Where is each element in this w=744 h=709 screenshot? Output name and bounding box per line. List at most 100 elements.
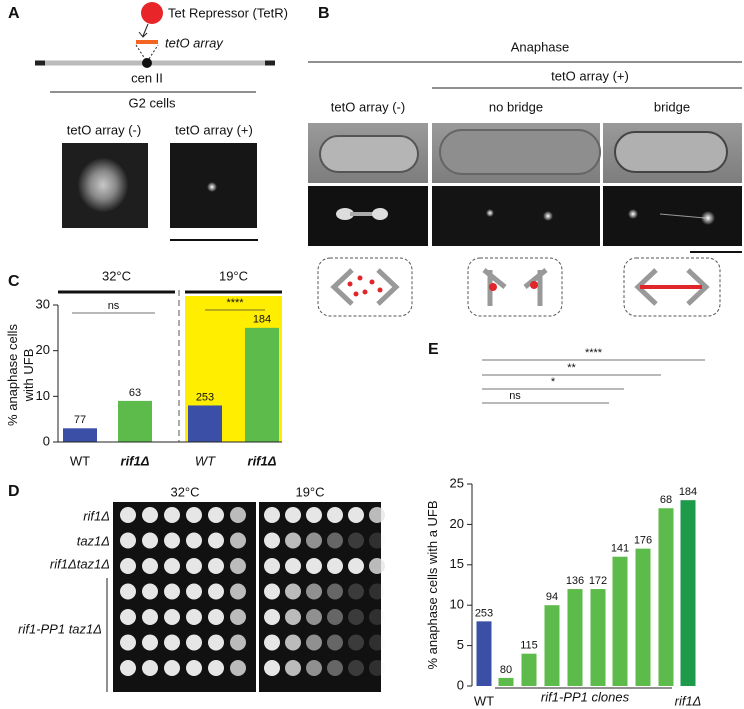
x-tick-label: WT: [474, 693, 494, 708]
spot: [186, 532, 202, 549]
y-tick-label: 20: [450, 516, 464, 531]
bar: [521, 653, 537, 686]
bar: [476, 621, 492, 686]
panel-label: C: [8, 273, 20, 290]
spot: [230, 532, 246, 549]
count-label: 184: [253, 314, 271, 326]
nucleus: [77, 157, 129, 213]
spot: [285, 609, 301, 625]
spot: [285, 532, 301, 549]
spot: [164, 532, 180, 549]
x-tick-label: rif1Δ: [675, 693, 702, 708]
arrow: [138, 23, 149, 38]
spot: [230, 634, 246, 651]
label: Tet Repressor (TetR): [168, 5, 288, 20]
count-label: 80: [500, 664, 512, 676]
spot: [327, 609, 343, 625]
plate: [113, 502, 256, 692]
spot: [369, 634, 385, 651]
strain-label: rif1Δtaz1Δ: [50, 556, 110, 571]
label: tetO array: [165, 35, 224, 50]
spot: [120, 609, 136, 625]
spot: [142, 558, 158, 574]
y-tick-label: 30: [36, 296, 50, 311]
spot: [285, 634, 301, 651]
spot: [306, 634, 322, 651]
spot: [120, 507, 136, 523]
count-label: 94: [546, 591, 558, 603]
spot: [164, 660, 180, 676]
y-tick-label: 5: [457, 637, 464, 652]
panel-label: B: [318, 5, 330, 22]
panel-b: Anaphase tetO array (+) tetO array (-) n…: [308, 39, 742, 317]
bar: [635, 548, 651, 686]
spot: [230, 583, 246, 600]
spot: [348, 558, 364, 574]
spot: [142, 583, 158, 600]
count-label: 176: [634, 535, 652, 547]
spot: [164, 609, 180, 625]
y-tick-label: 15: [450, 556, 464, 571]
spot: [208, 609, 224, 625]
spot: [264, 558, 280, 574]
count-label: 253: [196, 391, 214, 403]
spot: [306, 583, 322, 600]
count-label: 172: [589, 575, 607, 587]
spot: [264, 583, 280, 600]
count-label: 253: [475, 607, 493, 619]
panel-label: E: [428, 341, 439, 358]
count-label: 63: [129, 387, 141, 399]
spot: [207, 182, 217, 192]
x-tick-label: WT: [195, 453, 216, 468]
spot: [120, 634, 136, 651]
plate: [259, 502, 381, 692]
spot: [208, 660, 224, 676]
image: [432, 186, 600, 246]
label: tetO array (-): [67, 122, 141, 137]
spot: [208, 507, 224, 523]
x-tick-label: rif1Δ: [121, 453, 150, 468]
cell: [614, 131, 728, 173]
panel-label: A: [8, 5, 20, 22]
label: bridge: [654, 99, 690, 114]
image: [603, 186, 742, 246]
count-label: 68: [660, 494, 672, 506]
spot: [369, 532, 385, 549]
y-tick-label: 25: [450, 475, 464, 490]
spot: [208, 532, 224, 549]
spot: [186, 558, 202, 574]
signal: [336, 208, 354, 220]
y-axis-label: % anaphase cells with a UFB: [425, 500, 440, 669]
cartoon-frame: [317, 257, 413, 317]
heading: Anaphase: [511, 39, 570, 54]
bridge-cartoon: [640, 285, 702, 289]
spot: [186, 507, 202, 523]
count-label: 77: [74, 414, 86, 426]
spot: [369, 660, 385, 676]
y-axis-label: % anaphase cellswith UFB: [5, 324, 36, 426]
spot: [264, 660, 280, 676]
bar: [658, 508, 674, 686]
spot: [264, 507, 280, 523]
sig-label: *: [551, 376, 556, 388]
cell: [319, 135, 419, 173]
spot: [327, 532, 343, 549]
bar: [63, 428, 97, 442]
sig-label: ns: [509, 390, 521, 402]
strain-label: rif1Δ: [83, 508, 110, 523]
group-label: 32°C: [102, 268, 131, 283]
centromere: [142, 58, 152, 68]
spot: [327, 634, 343, 651]
spot: [306, 609, 322, 625]
heading: G2 cells: [129, 95, 176, 110]
spot: [186, 609, 202, 625]
label: no bridge: [489, 99, 543, 114]
cartoon-frame: [467, 257, 563, 317]
spot: [120, 583, 136, 600]
spot: [348, 609, 364, 625]
panel-d: 32°C 19°C rif1Δ taz1Δ rif1Δtaz1Δ rif1-PP…: [18, 484, 385, 692]
array: [136, 40, 158, 44]
spot: [327, 558, 343, 574]
y-tick-label: 20: [36, 342, 50, 357]
spot: [208, 634, 224, 651]
